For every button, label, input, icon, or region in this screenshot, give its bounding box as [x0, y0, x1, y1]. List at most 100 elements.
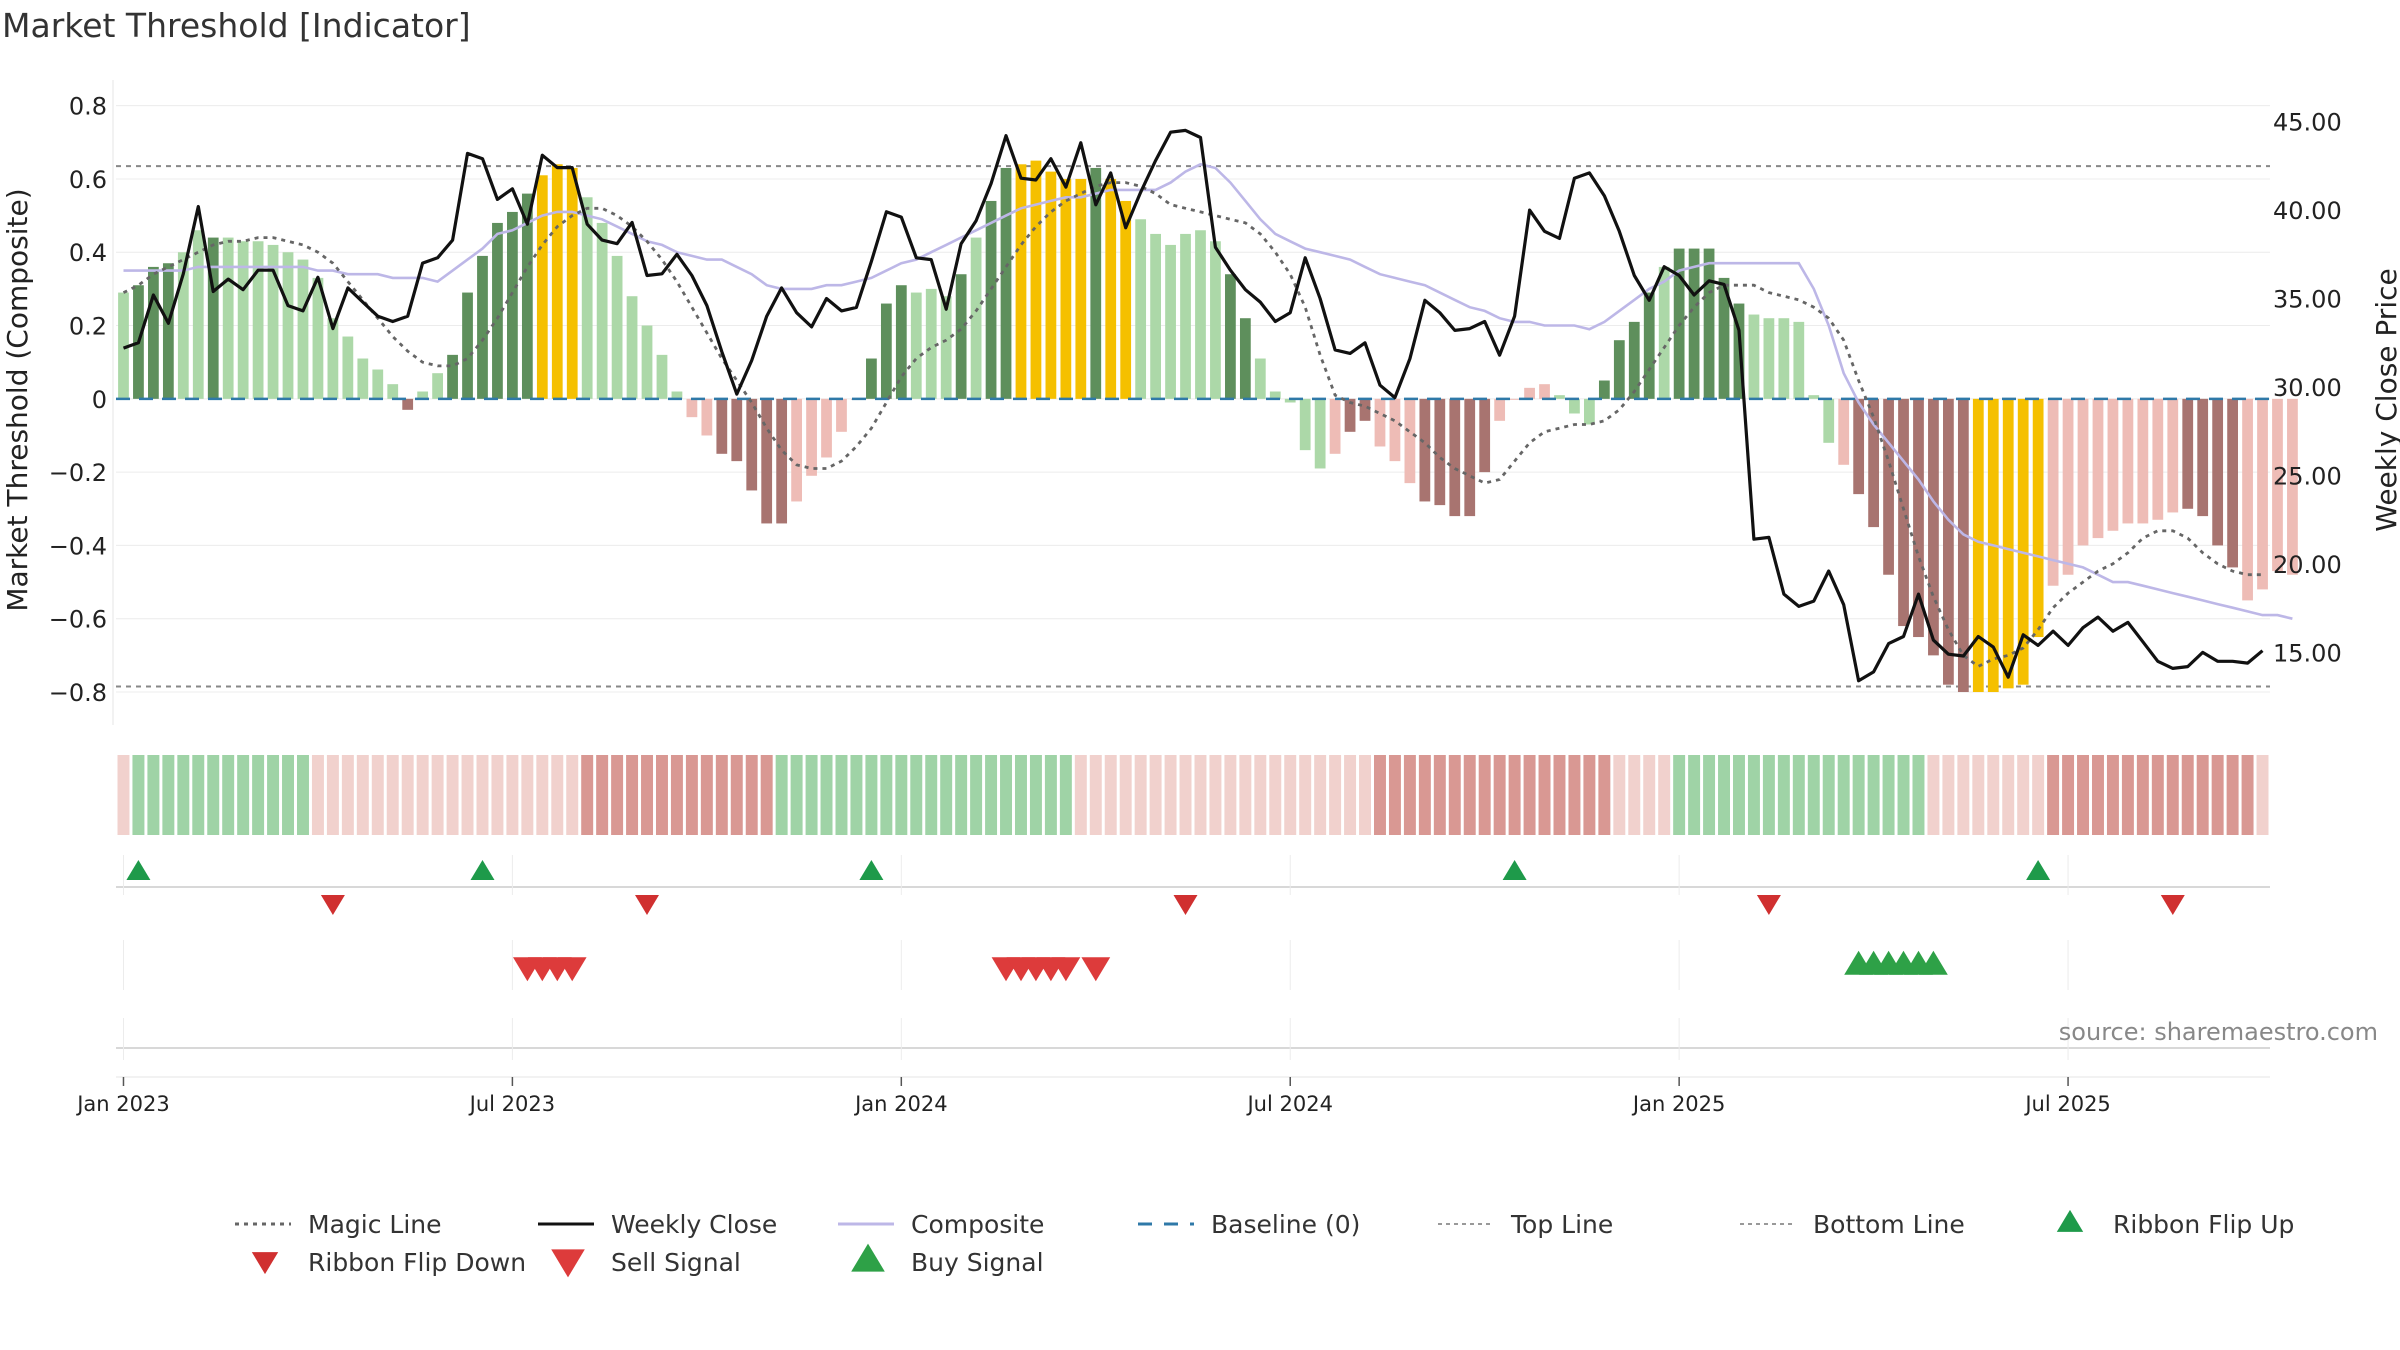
legend-item: Buy Signal — [851, 1243, 1044, 1277]
ribbon-cell — [1029, 755, 1042, 835]
composite-bar — [1434, 398, 1446, 506]
composite-bar — [581, 197, 593, 399]
ribbon-cell — [1762, 755, 1775, 835]
ribbon-cell — [1433, 755, 1446, 835]
composite-bar — [1838, 398, 1850, 465]
composite-bar — [925, 288, 937, 399]
composite-bar — [1569, 398, 1580, 414]
magic-line — [122, 181, 2263, 669]
composite-bar — [1269, 391, 1281, 399]
composite-bar — [118, 292, 129, 399]
ribbon-cell — [536, 755, 549, 835]
composite-bar — [985, 200, 997, 399]
composite-bar — [761, 398, 773, 524]
ribbon-cell — [2062, 755, 2075, 835]
y-tick-label-right: 25.00 — [2273, 462, 2342, 490]
ribbon-cell — [626, 755, 639, 835]
composite-bar — [297, 259, 309, 399]
composite-bar — [462, 292, 473, 399]
ribbon-flip-up-marker — [1502, 860, 1527, 880]
y-tick-label-left: −0.6 — [49, 606, 107, 634]
legend-item: Top Line — [1438, 1210, 1613, 1239]
ribbon-cell — [835, 755, 848, 835]
composite-bar — [237, 241, 249, 399]
composite-bar — [1299, 398, 1311, 451]
legend-label: Weekly Close — [611, 1210, 777, 1239]
sell-signal-marker — [1051, 957, 1081, 982]
composite-bar — [1254, 358, 1266, 399]
composite-bar — [2287, 398, 2298, 575]
ribbon-flip-down-marker — [1756, 895, 1781, 915]
composite-bar — [1703, 248, 1715, 399]
legend-label: Magic Line — [308, 1210, 442, 1239]
ribbon-cell — [1807, 755, 1820, 835]
composite-bar — [1524, 387, 1535, 399]
ribbon-cell — [745, 755, 758, 835]
ribbon-cell — [655, 755, 668, 835]
composite-bar — [1658, 266, 1670, 399]
ribbon-cell — [985, 755, 998, 835]
composite-bar — [2212, 398, 2224, 546]
ribbon-cell — [2241, 755, 2254, 835]
x-tick-label: Jan 2023 — [75, 1092, 170, 1116]
y-tick-label-left: −0.2 — [49, 459, 107, 487]
composite-bar — [1030, 160, 1042, 399]
composite-bar — [1763, 318, 1775, 399]
composite-bar — [1509, 398, 1520, 400]
composite-bar — [1210, 241, 1221, 399]
composite-bar — [1449, 398, 1461, 517]
ribbon-cell — [566, 755, 579, 835]
composite-bar — [2182, 398, 2194, 509]
composite-bar — [940, 296, 952, 399]
legend-item: Bottom Line — [1740, 1210, 1965, 1239]
y-tick-label-left: 0.8 — [69, 93, 107, 121]
ribbon-cell — [2106, 755, 2119, 835]
composite-bar — [1314, 398, 1326, 469]
legend-item: Composite — [838, 1210, 1044, 1239]
ribbon-cell — [1643, 755, 1656, 835]
composite-bar — [1913, 398, 1924, 638]
composite-bar — [1359, 398, 1371, 421]
legend-label: Ribbon Flip Up — [2113, 1210, 2294, 1239]
ribbon-cell — [1583, 755, 1596, 835]
ribbon-cell — [1179, 755, 1192, 835]
ribbon-cell — [1897, 755, 1910, 835]
y-tick-label-left: −0.4 — [49, 532, 107, 560]
legend-swatch — [551, 1249, 585, 1278]
composite-bar — [162, 263, 174, 399]
composite-bar — [836, 398, 847, 432]
ribbon-strip — [117, 755, 2269, 835]
composite-bar — [2272, 398, 2283, 572]
composite-bar — [1479, 398, 1491, 473]
ribbon-cell — [1972, 755, 1985, 835]
ribbon-cell — [2226, 755, 2239, 835]
ribbon-cell — [970, 755, 983, 835]
sell-signal-marker — [557, 957, 587, 982]
ribbon-cell — [1209, 755, 1222, 835]
composite-bar — [806, 398, 817, 476]
ribbon-cell — [341, 755, 354, 835]
ribbon-flip-up-marker — [859, 860, 884, 880]
ribbon-cell — [506, 755, 519, 835]
ribbon-cell — [1044, 755, 1057, 835]
composite-bar — [2257, 398, 2268, 590]
composite-bar — [1778, 318, 1790, 399]
composite-bar — [417, 391, 429, 399]
composite-bar — [551, 164, 563, 399]
composite-bar — [521, 193, 533, 399]
ribbon-cell — [132, 755, 145, 835]
ribbon-cell — [775, 755, 788, 835]
composite-bar — [312, 277, 324, 399]
y-tick-label-right: 35.00 — [2273, 286, 2342, 314]
composite-bar — [2137, 398, 2149, 524]
composite-bar — [1883, 398, 1894, 575]
ribbon-cell — [715, 755, 728, 835]
composite-bar — [1613, 340, 1625, 399]
composite-bar — [2032, 398, 2044, 638]
legend-label: Buy Signal — [911, 1248, 1044, 1277]
ribbon-cell — [1104, 755, 1117, 835]
ribbon-cell — [2136, 755, 2149, 835]
composite-bar — [1120, 200, 1132, 399]
buy-signal-marker — [1919, 950, 1948, 975]
ribbon-flip-down-marker — [1173, 895, 1198, 915]
